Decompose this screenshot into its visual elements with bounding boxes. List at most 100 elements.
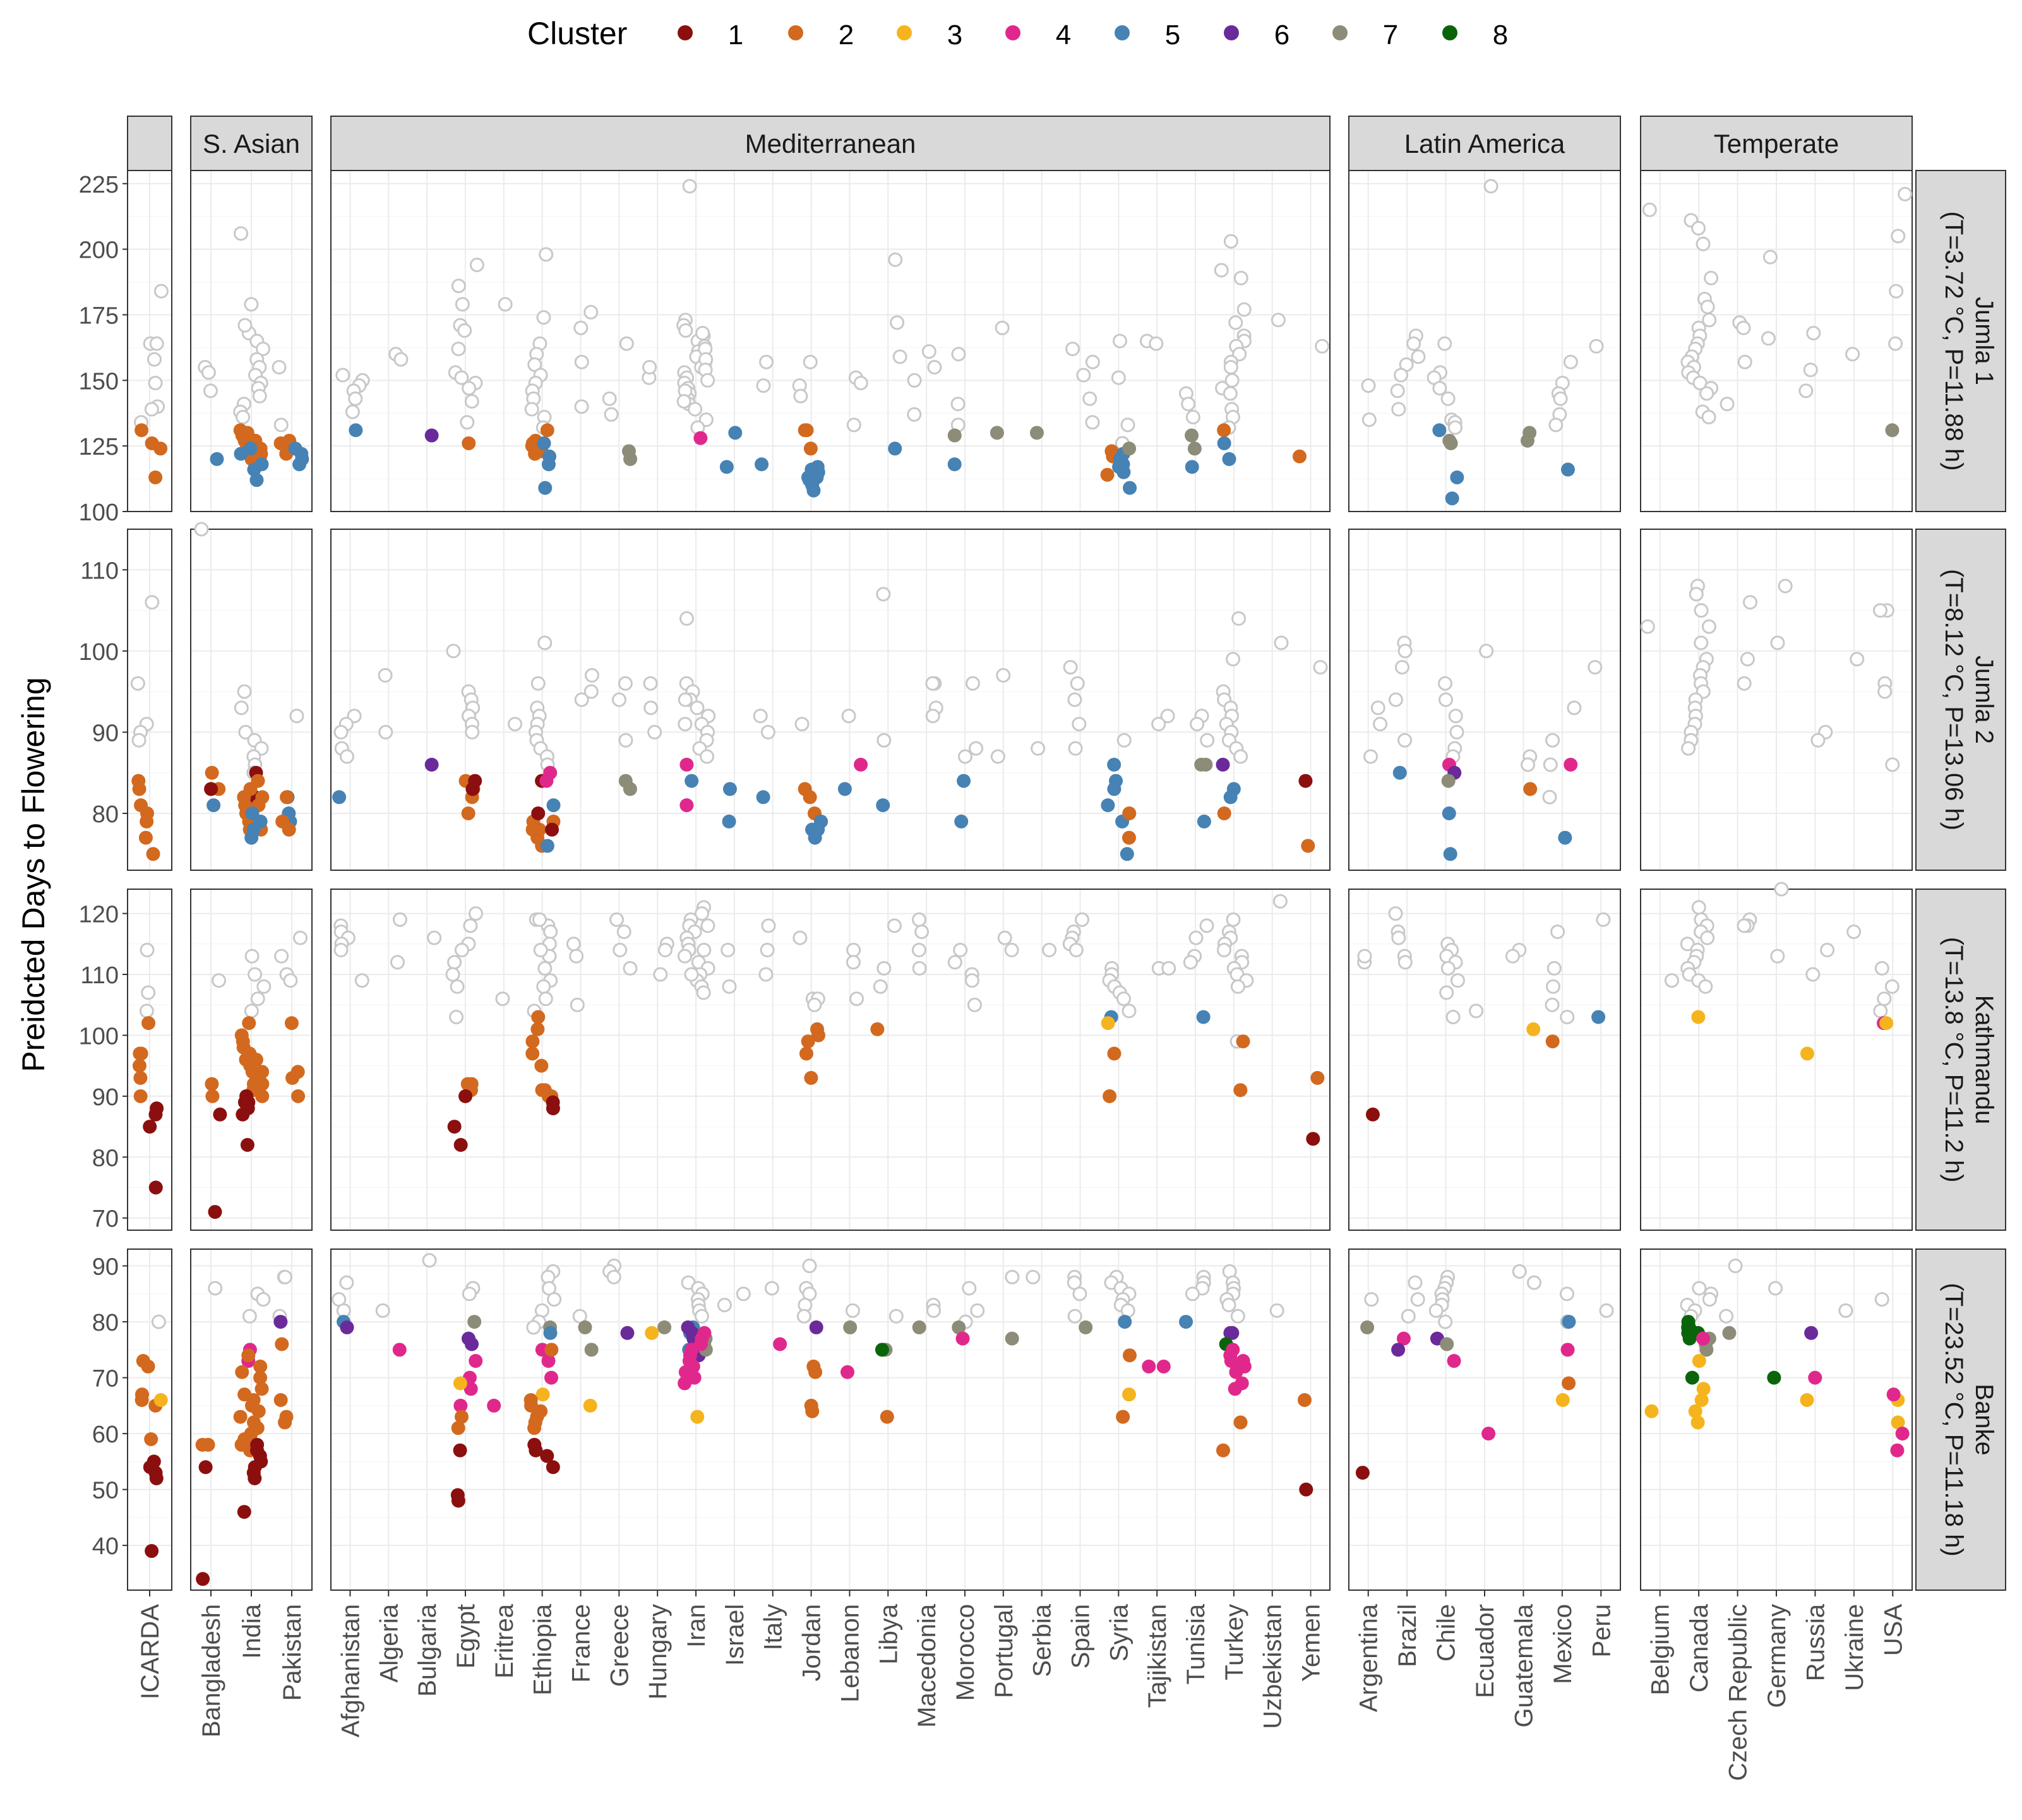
data-point-cluster-3 (1555, 1393, 1570, 1408)
data-point-cluster-2 (1233, 1415, 1248, 1430)
data-point-unclustered (451, 341, 466, 356)
data-point-cluster-5 (1120, 847, 1134, 861)
y-tick-label: 70 (92, 1206, 119, 1233)
panel (1348, 170, 1621, 512)
data-point-cluster-7 (1005, 1331, 1019, 1346)
data-point-cluster-2 (235, 1365, 249, 1379)
data-point-unclustered (583, 304, 599, 320)
x-tick-label: Mexico (1549, 1604, 1577, 1684)
data-point-unclustered (653, 967, 668, 982)
data-point-cluster-3 (535, 1387, 550, 1402)
data-point-cluster-5 (810, 460, 825, 474)
data-point-unclustered (252, 388, 267, 404)
data-point-cluster-4 (1886, 1387, 1901, 1402)
data-point-unclustered (455, 297, 470, 312)
data-point-unclustered (256, 1292, 271, 1307)
data-point-cluster-2 (544, 1343, 559, 1357)
data-point-unclustered (1542, 789, 1557, 805)
data-point-unclustered (1364, 1292, 1379, 1307)
data-point-unclustered (1230, 1308, 1245, 1324)
data-point-cluster-5 (1442, 806, 1456, 820)
data-point-unclustered (1873, 1003, 1888, 1019)
data-point-cluster-3 (1526, 1022, 1541, 1036)
y-tick-label: 50 (92, 1478, 119, 1504)
data-point-cluster-3 (1688, 1404, 1702, 1418)
data-point-unclustered (887, 918, 902, 933)
data-point-unclustered (926, 1303, 942, 1318)
data-point-unclustered (700, 749, 715, 764)
data-point-cluster-2 (242, 1016, 256, 1031)
data-point-unclustered (293, 930, 308, 945)
data-point-cluster-5 (954, 814, 969, 829)
data-point-unclustered (907, 407, 922, 422)
data-point-unclustered (1067, 692, 1082, 707)
data-point-unclustered (1704, 270, 1719, 285)
data-point-unclustered (1694, 635, 1709, 650)
y-tick-label: 100 (79, 1023, 119, 1050)
data-point-cluster-6 (340, 1320, 354, 1334)
x-tick-label: Pakistan (278, 1604, 306, 1701)
data-point-cluster-5 (722, 814, 736, 829)
data-point-cluster-5 (246, 822, 261, 837)
data-point-unclustered (1701, 409, 1716, 424)
data-point-unclustered (1085, 354, 1100, 369)
data-point-unclustered (1701, 619, 1716, 634)
data-point-cluster-2 (249, 1053, 263, 1067)
data-point-unclustered (333, 942, 349, 957)
data-point-unclustered (242, 1308, 257, 1324)
data-point-unclustered (1111, 370, 1126, 385)
data-point-unclustered (912, 912, 927, 927)
data-point-unclustered (537, 961, 553, 976)
data-point-unclustered (1042, 942, 1057, 957)
data-point-unclustered (700, 918, 715, 933)
data-point-unclustered (1546, 961, 1562, 976)
data-point-unclustered (1120, 417, 1135, 433)
data-point-unclustered (238, 724, 253, 739)
data-point-cluster-7 (1187, 441, 1202, 456)
data-point-unclustered (1070, 676, 1085, 691)
data-point-cluster-4 (1142, 1359, 1156, 1374)
axes: Preidcted Days to Flowering 100 125 150 175… (16, 172, 1907, 1781)
data-point-unclustered (339, 1275, 354, 1290)
data-point-cluster-5 (537, 436, 551, 450)
data-point-cluster-5 (876, 798, 890, 813)
data-point-unclustered (717, 1298, 732, 1313)
data-point-unclustered (1397, 733, 1413, 748)
data-point-cluster-5 (1223, 790, 1238, 805)
data-point-cluster-3 (645, 1326, 659, 1340)
data-point-cluster-6 (620, 1326, 635, 1340)
data-point-cluster-2 (132, 1058, 147, 1073)
x-tick-label: Czech Republic (1725, 1604, 1752, 1781)
x-tick-label: Bulgaria (414, 1603, 441, 1697)
data-point-unclustered (1884, 979, 1899, 994)
data-point-unclustered (1885, 757, 1900, 772)
data-point-cluster-5 (811, 822, 825, 837)
data-point-unclustered (1700, 930, 1715, 945)
data-point-unclustered (1072, 717, 1087, 732)
x-tick-label: Afghanistan (337, 1604, 364, 1737)
x-tick-label: Guatemala (1510, 1603, 1538, 1727)
data-point-unclustered (1691, 900, 1706, 915)
data-point-cluster-5 (546, 798, 561, 813)
data-point-unclustered (695, 326, 710, 341)
data-point-cluster-5 (1197, 814, 1211, 829)
data-point-unclustered (533, 942, 548, 957)
data-point-cluster-7 (912, 1320, 926, 1334)
data-point-unclustered (1768, 1281, 1783, 1296)
data-point-cluster-4 (544, 1370, 559, 1385)
data-point-cluster-1 (148, 1107, 163, 1122)
data-point-unclustered (445, 967, 460, 982)
data-point-cluster-2 (280, 790, 294, 805)
data-point-cluster-4 (539, 774, 554, 788)
x-tick-label: Canada (1685, 1603, 1713, 1692)
data-point-cluster-1 (451, 1494, 465, 1508)
legend-label-5: 5 (1165, 20, 1180, 51)
data-point-unclustered (1394, 660, 1409, 675)
data-point-cluster-5 (538, 481, 553, 495)
data-point-cluster-2 (811, 1028, 825, 1043)
data-point-unclustered (1357, 949, 1372, 964)
data-point-cluster-1 (241, 1095, 256, 1110)
data-point-cluster-3 (1800, 1046, 1814, 1061)
data-point-unclustered (761, 918, 776, 933)
panel-border (330, 529, 1331, 871)
